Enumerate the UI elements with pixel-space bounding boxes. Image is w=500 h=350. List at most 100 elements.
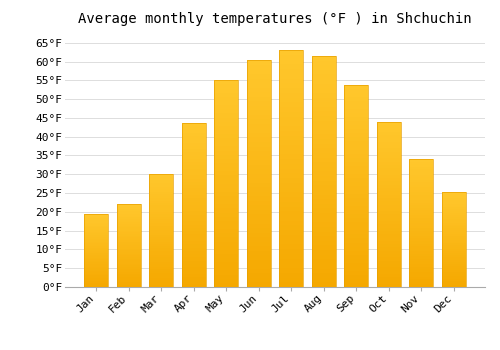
Bar	[279, 131, 303, 135]
Bar	[344, 138, 368, 141]
Bar	[344, 243, 368, 246]
Bar	[312, 70, 336, 75]
Bar	[376, 215, 401, 218]
Bar	[312, 130, 336, 134]
Bar	[344, 186, 368, 190]
Bar	[344, 246, 368, 251]
Bar	[84, 222, 108, 223]
Bar	[214, 122, 238, 126]
Bar	[442, 209, 466, 211]
Bar	[149, 262, 174, 264]
Bar	[442, 251, 466, 253]
Bar	[279, 88, 303, 93]
Bar	[149, 226, 174, 228]
Bar	[116, 275, 141, 277]
Bar	[116, 257, 141, 259]
Bar	[312, 121, 336, 125]
Bar	[344, 154, 368, 158]
Bar	[376, 234, 401, 238]
Bar	[182, 225, 206, 228]
Bar	[214, 237, 238, 241]
Bar	[409, 169, 434, 172]
Bar	[442, 244, 466, 245]
Bar	[182, 221, 206, 225]
Bar	[116, 252, 141, 254]
Bar	[312, 190, 336, 195]
Bar	[84, 216, 108, 217]
Bar	[279, 216, 303, 221]
Bar	[344, 206, 368, 210]
Bar	[246, 201, 271, 205]
Bar	[344, 230, 368, 235]
Bar	[149, 174, 174, 287]
Bar	[376, 254, 401, 257]
Bar	[344, 263, 368, 267]
Bar	[182, 156, 206, 159]
Bar	[344, 210, 368, 214]
Bar	[409, 277, 434, 279]
Bar	[84, 267, 108, 268]
Bar	[214, 155, 238, 159]
Bar	[409, 220, 434, 223]
Bar	[442, 208, 466, 209]
Bar	[409, 216, 434, 218]
Bar	[84, 278, 108, 280]
Bar	[344, 279, 368, 283]
Bar	[376, 257, 401, 261]
Bar	[344, 166, 368, 170]
Bar	[376, 139, 401, 142]
Bar	[312, 259, 336, 264]
Bar	[344, 89, 368, 93]
Bar	[279, 164, 303, 169]
Bar	[312, 278, 336, 282]
Bar	[214, 271, 238, 275]
Bar	[344, 202, 368, 206]
Bar	[214, 241, 238, 246]
Bar	[312, 204, 336, 209]
Bar	[376, 191, 401, 195]
Bar	[409, 210, 434, 213]
Bar	[442, 279, 466, 281]
Bar	[279, 159, 303, 164]
Bar	[246, 61, 271, 65]
Bar	[312, 158, 336, 162]
Bar	[116, 254, 141, 256]
Bar	[279, 225, 303, 230]
Bar	[182, 271, 206, 274]
Bar	[149, 285, 174, 287]
Bar	[376, 135, 401, 139]
Bar	[116, 285, 141, 287]
Bar	[312, 93, 336, 98]
Bar	[442, 202, 466, 204]
Bar	[279, 55, 303, 60]
Bar	[246, 133, 271, 138]
Bar	[344, 133, 368, 138]
Bar	[182, 192, 206, 195]
Bar	[116, 214, 141, 216]
Bar	[149, 241, 174, 244]
Bar	[116, 219, 141, 220]
Bar	[442, 219, 466, 221]
Bar	[344, 162, 368, 166]
Bar	[84, 229, 108, 230]
Bar	[149, 187, 174, 189]
Bar	[84, 257, 108, 258]
Bar	[182, 215, 206, 218]
Bar	[246, 160, 271, 164]
Bar	[246, 110, 271, 115]
Bar	[376, 267, 401, 271]
Bar	[149, 201, 174, 203]
Bar	[149, 258, 174, 260]
Bar	[246, 169, 271, 174]
Bar	[182, 169, 206, 172]
Bar	[442, 264, 466, 266]
Bar	[442, 253, 466, 255]
Bar	[344, 130, 368, 133]
Bar	[246, 246, 271, 251]
Bar	[246, 124, 271, 128]
Bar	[442, 241, 466, 244]
Bar	[442, 272, 466, 274]
Bar	[149, 267, 174, 269]
Bar	[376, 277, 401, 280]
Bar	[149, 198, 174, 201]
